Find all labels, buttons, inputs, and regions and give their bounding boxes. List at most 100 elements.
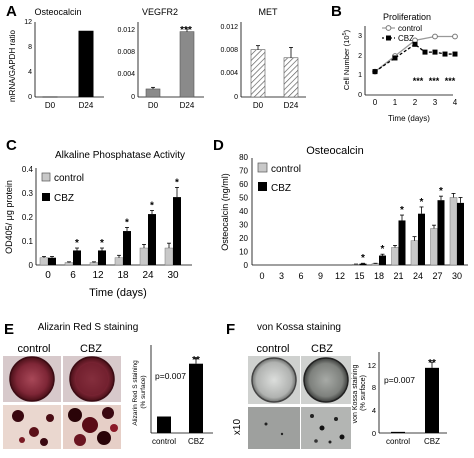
vonkossa-control-dish-image: [248, 356, 300, 404]
panel-a-met-ytick: 0: [234, 94, 238, 101]
panel-f-ytick: 12: [368, 361, 376, 370]
panel-c-bar-cbz: [123, 231, 131, 265]
panel-a-met-ytick: 0.012: [220, 24, 238, 31]
panel-d-bar-control: [371, 263, 380, 266]
panel-b-point-cbz: [442, 51, 448, 57]
panel-a-vegfr2-ytick: 0.004: [117, 71, 135, 78]
panel-c-bar-cbz: [173, 197, 181, 265]
panel-d-significance: *: [400, 205, 404, 216]
panel-d-xtick: 9: [318, 271, 323, 281]
panel-a-osteocalcin-ytick: 12: [24, 19, 32, 26]
panel-b-xtick: 0: [373, 98, 378, 107]
panel-c-legend-cbz: CBZ: [54, 193, 74, 204]
panel-a-osteocalcin-ytick: 0: [28, 94, 32, 101]
panel-b-xtick: 2: [413, 98, 418, 107]
panel-e-pvalue: p=0.007: [155, 371, 186, 381]
panel-f-bar: [425, 367, 439, 433]
panel-b-point-cbz: [422, 49, 428, 55]
panel-f-ytick: 4: [372, 406, 376, 415]
vonkossa-control-micrograph: [248, 407, 300, 449]
panel-f: F von Kossa staining control CBZ x10: [226, 321, 447, 449]
panel-c-bar-control: [139, 247, 149, 266]
panel-f-xtick: control: [386, 437, 410, 446]
panel-d-xtick: 15: [354, 271, 364, 281]
panel-c-bar-cbz: [148, 214, 156, 265]
panel-d-bar-control: [430, 228, 438, 266]
panel-b-significance: ***: [413, 76, 424, 86]
panel-letter-a: A: [6, 3, 17, 20]
panel-c-bar-cbz: [48, 257, 56, 265]
panel-d-significance: *: [361, 253, 365, 264]
panel-c: C Alkaline Phosphatase Activity 0 0.1 0.…: [4, 137, 192, 299]
panel-a-osteocalcin-title: Osteocalcin: [34, 7, 81, 17]
panel-c-bar-control: [164, 247, 174, 266]
panel-c-bar-control: [89, 262, 99, 266]
panel-b-legend-cbz: CBZ: [398, 34, 414, 43]
panel-d-ytick: 30: [239, 221, 248, 230]
panel-c-significance: *: [75, 238, 79, 249]
panel-d: D Osteocalcin 0 10 20 30 40 50 60 70 80 …: [213, 137, 468, 270]
panel-a-ylabel: mRNA/GAPDH ratio: [8, 29, 17, 102]
panel-a-bar: [145, 88, 161, 98]
panel-a-osteocalcin-ytick: 4: [28, 69, 32, 76]
panel-a-bar: [283, 57, 299, 98]
panel-b: B Proliferation 0 1 2 3 Cell Number (105…: [331, 3, 456, 123]
panel-b-xlabel: Time (days): [388, 114, 430, 123]
panel-c-ytick: 0.1: [22, 237, 34, 246]
panel-d-xtick: 0: [259, 271, 264, 281]
panel-a-vegfr2-xtick: D24: [180, 101, 195, 110]
panel-b-ylabel: Cell Number (105): [342, 29, 351, 90]
panel-b-xtick: 1: [393, 98, 398, 107]
panel-c-bar-control: [39, 257, 49, 266]
panel-f-ylabel: von Kossa staining (% surface): [352, 363, 367, 424]
panel-a-met-title: MET: [259, 7, 279, 17]
panel-d-ytick: 50: [239, 194, 248, 203]
panel-e-title: Alizarin Red S staining: [38, 322, 139, 333]
panel-c-significance: *: [150, 200, 154, 211]
panel-d-bar-cbz: [379, 255, 386, 265]
panel-b-ytick: 2: [358, 53, 362, 60]
panel-a-osteocalcin-ytick: 8: [28, 44, 32, 51]
panel-b-xtick: 3: [433, 98, 438, 107]
panel-b-point-cbz: [372, 69, 378, 75]
panel-d-significance: *: [420, 197, 424, 208]
panel-c-significance: *: [125, 217, 129, 228]
panel-c-significance: *: [100, 238, 104, 249]
panel-c-ytick: 0.2: [22, 213, 34, 222]
panel-e-magnification: x10: [0, 419, 3, 436]
vonkossa-cbz-dish-image: [301, 356, 351, 404]
panel-a-vegfr2-ytick: 0.012: [117, 27, 135, 34]
panel-c-legend: control CBZ: [41, 172, 84, 204]
panel-c-ylabel: OD405/ μg protein: [4, 180, 14, 254]
panel-d-significance: *: [439, 186, 443, 197]
panel-a-vegfr2-xtick: D0: [148, 101, 159, 110]
panel-c-significance: *: [175, 177, 179, 188]
panel-d-xtick: 6: [298, 271, 303, 281]
panel-f-ytick: 8: [372, 383, 376, 392]
panel-a-osteocalcin-xtick: D0: [45, 101, 56, 110]
panel-a-bar: [78, 30, 94, 97]
panel-e-bar: [189, 363, 203, 433]
panel-c-bar-cbz: [98, 250, 106, 265]
panel-f-ytick: 0: [372, 429, 376, 438]
panel-d-xtick: 24: [413, 271, 423, 281]
alizarin-control-dish-image: [3, 356, 61, 402]
panel-b-point-cbz: [392, 55, 398, 61]
panel-c-xtick: 24: [142, 270, 154, 281]
alizarin-control-micrograph: [3, 405, 61, 449]
panel-e-ylabel: Alizarin Red S staining (% surface): [132, 358, 147, 425]
panel-a-met-ytick: 0.008: [220, 47, 238, 54]
panel-d-ytick: 10: [239, 248, 248, 257]
panel-f-pvalue: p=0.007: [384, 375, 415, 385]
panel-a-osteocalcin-xtick: D24: [79, 101, 94, 110]
panel-d-ytick: 40: [239, 207, 248, 216]
panel-d-xtick: 3: [279, 271, 284, 281]
panel-a-vegfr2-ytick: 0: [131, 94, 135, 101]
panel-d-ytick: 20: [239, 234, 248, 243]
panel-d-bar-cbz: [418, 213, 425, 265]
panel-b-point-cbz: [432, 49, 438, 55]
panel-d-xtick: 30: [452, 271, 462, 281]
panel-f-xtick: CBZ: [424, 437, 440, 446]
panel-b-xtick: 4: [453, 98, 458, 107]
panel-f-image-label-cbz: CBZ: [311, 343, 333, 355]
